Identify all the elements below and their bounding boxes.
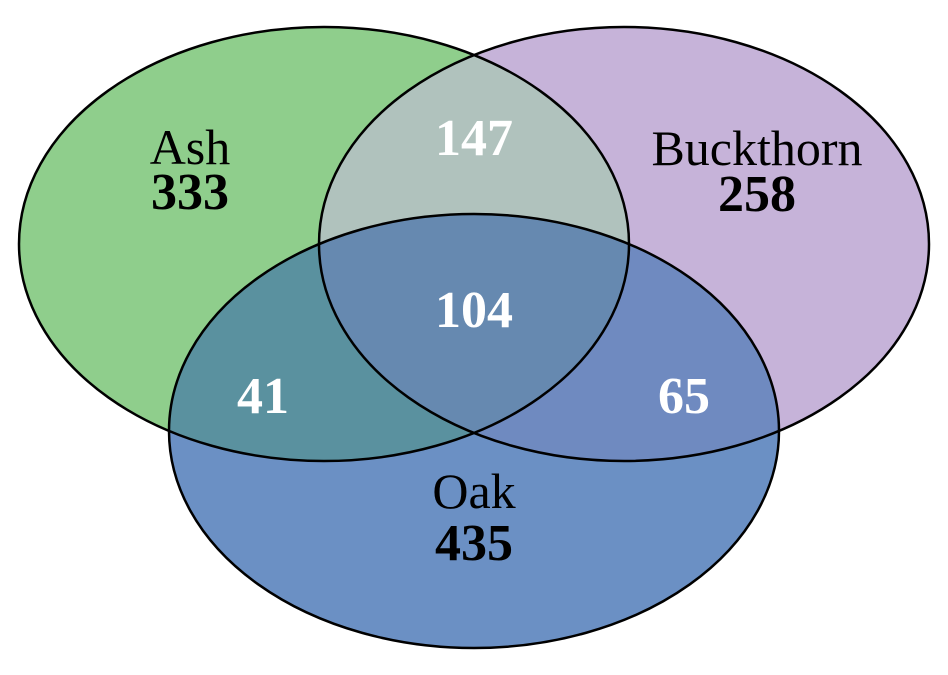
oak-set-label: Oak (432, 463, 515, 519)
ash-buckthorn-overlap-count: 147 (435, 110, 513, 167)
all-three-overlap-count: 104 (435, 282, 513, 339)
ash-oak-overlap-count: 41 (237, 368, 289, 425)
oak-unique-count: 435 (435, 515, 513, 572)
oak-set-outline (167, 212, 781, 650)
buckthorn-unique-count: 258 (718, 166, 796, 223)
ash-unique-count: 333 (151, 164, 229, 221)
buckthorn-oak-overlap-count: 65 (658, 368, 710, 425)
buckthorn-set-label: Buckthorn (651, 120, 862, 176)
ash-set-label: Ash (150, 119, 231, 175)
